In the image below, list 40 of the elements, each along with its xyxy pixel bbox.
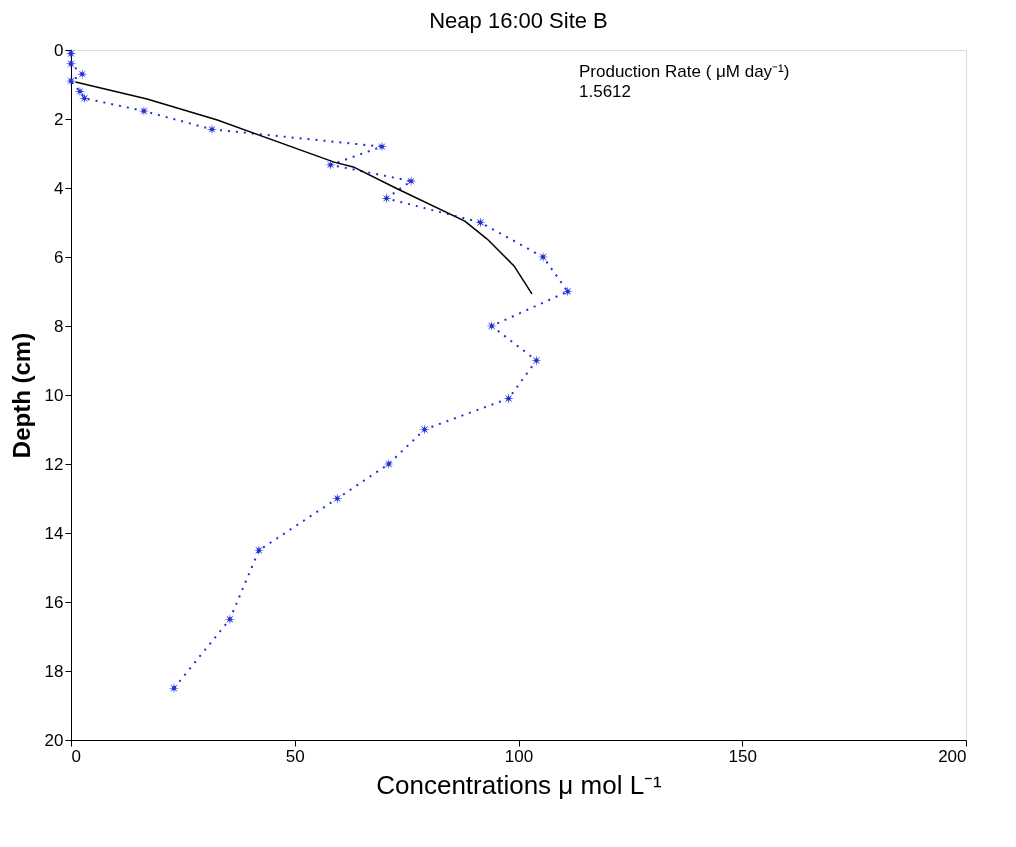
y-axis-title: Depth (cm): [7, 332, 35, 459]
annotation: Production Rate ( μM day⁻¹): [579, 62, 790, 81]
point: [562, 286, 573, 297]
point: [383, 458, 394, 470]
point: [138, 105, 150, 117]
y-tick-label: 10: [44, 385, 64, 405]
point: [376, 141, 388, 152]
point: [419, 424, 430, 435]
point: [65, 75, 77, 87]
y-tick-label: 6: [54, 247, 64, 267]
x-tick-label: 0: [71, 746, 81, 766]
point: [405, 175, 417, 187]
y-tick-label: 16: [44, 592, 64, 612]
x-axis-title: Concentrations μ mol L⁻¹: [376, 769, 663, 800]
point: [531, 355, 542, 366]
y-tick-label: 0: [54, 40, 64, 60]
y-tick-label: 2: [54, 109, 64, 129]
point: [74, 86, 86, 97]
y-tick-label: 18: [44, 661, 64, 681]
point: [503, 393, 514, 404]
chart-title: Neap 16:00 Site B: [429, 8, 608, 33]
x-tick-label: 50: [285, 746, 305, 766]
x-tick-label: 150: [728, 746, 757, 766]
y-tick-label: 4: [54, 178, 64, 198]
x-tick-label: 100: [504, 746, 534, 766]
point: [206, 124, 218, 135]
point: [332, 493, 343, 504]
point: [224, 614, 236, 625]
y-tick-label: 12: [44, 454, 64, 474]
y-tick-label: 14: [44, 523, 64, 543]
y-tick-label: 20: [44, 730, 64, 750]
point: [79, 93, 90, 104]
point: [253, 545, 265, 556]
x-tick-label: 200: [938, 746, 967, 766]
point: [168, 683, 180, 694]
point: [381, 193, 392, 204]
point: [76, 68, 88, 80]
annotation: 1.5612: [579, 82, 631, 101]
y-tick-label: 8: [54, 316, 64, 336]
point: [475, 217, 486, 228]
